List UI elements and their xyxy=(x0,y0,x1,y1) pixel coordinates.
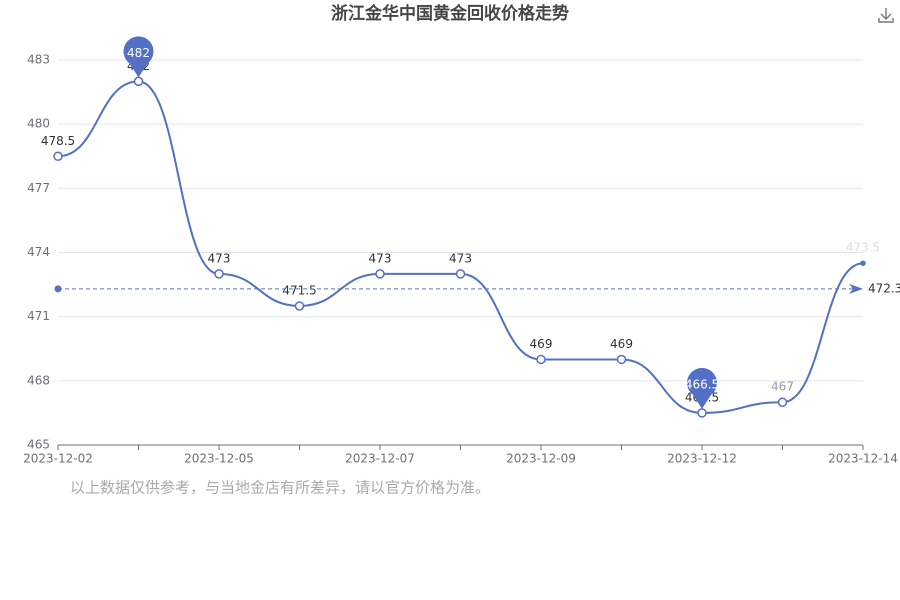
x-tick-label: 2023-12-12 xyxy=(667,452,737,466)
x-tick-label: 2023-12-14 xyxy=(828,452,898,466)
y-tick-label: 480 xyxy=(27,117,50,131)
average-start xyxy=(54,285,62,293)
mark-label: 466.5 xyxy=(685,377,719,391)
x-tick-label: 2023-12-07 xyxy=(345,452,415,466)
mark-label: 482 xyxy=(127,46,150,60)
point xyxy=(697,408,707,418)
y-tick-label: 474 xyxy=(27,245,50,259)
y-tick-label: 468 xyxy=(27,373,50,387)
chart-title: 浙江金华中国黄金回收价格走势 xyxy=(331,3,569,24)
data-label: 467 xyxy=(771,380,794,394)
x-tick-label: 2023-12-05 xyxy=(184,452,254,466)
data-label: 471.5 xyxy=(282,283,316,297)
average-label: 472.3 xyxy=(868,281,900,295)
point xyxy=(860,260,866,266)
point xyxy=(53,151,63,161)
average-arrow xyxy=(849,283,863,294)
y-tick-label: 477 xyxy=(27,181,50,195)
point xyxy=(375,269,385,279)
point xyxy=(777,397,788,407)
data-label: 469 xyxy=(530,337,553,351)
data-label: 473.5 xyxy=(846,241,880,255)
point xyxy=(214,269,224,279)
y-tick-label: 483 xyxy=(27,53,50,67)
y-tick-label: 465 xyxy=(27,438,50,452)
data-label: 478.5 xyxy=(41,134,75,148)
x-tick-label: 2023-12-02 xyxy=(23,452,93,466)
point xyxy=(294,301,305,311)
note: 以上数据仅供参考，与当地金店有所差异，请以官方价格为准。 xyxy=(70,479,490,497)
point xyxy=(616,354,627,365)
data-label: 473 xyxy=(208,251,231,265)
line xyxy=(57,80,864,414)
mark-pin xyxy=(123,36,154,78)
data-label: 473 xyxy=(369,251,392,265)
point xyxy=(133,76,144,87)
x-tick-label: 2023-12-09 xyxy=(506,452,576,466)
point xyxy=(455,269,466,279)
data-label: 473 xyxy=(449,251,472,265)
download-icon[interactable] xyxy=(878,8,894,23)
point xyxy=(536,354,546,365)
data-label: 469 xyxy=(610,337,633,351)
mark-pin xyxy=(687,367,718,409)
y-tick-label: 471 xyxy=(27,309,50,323)
